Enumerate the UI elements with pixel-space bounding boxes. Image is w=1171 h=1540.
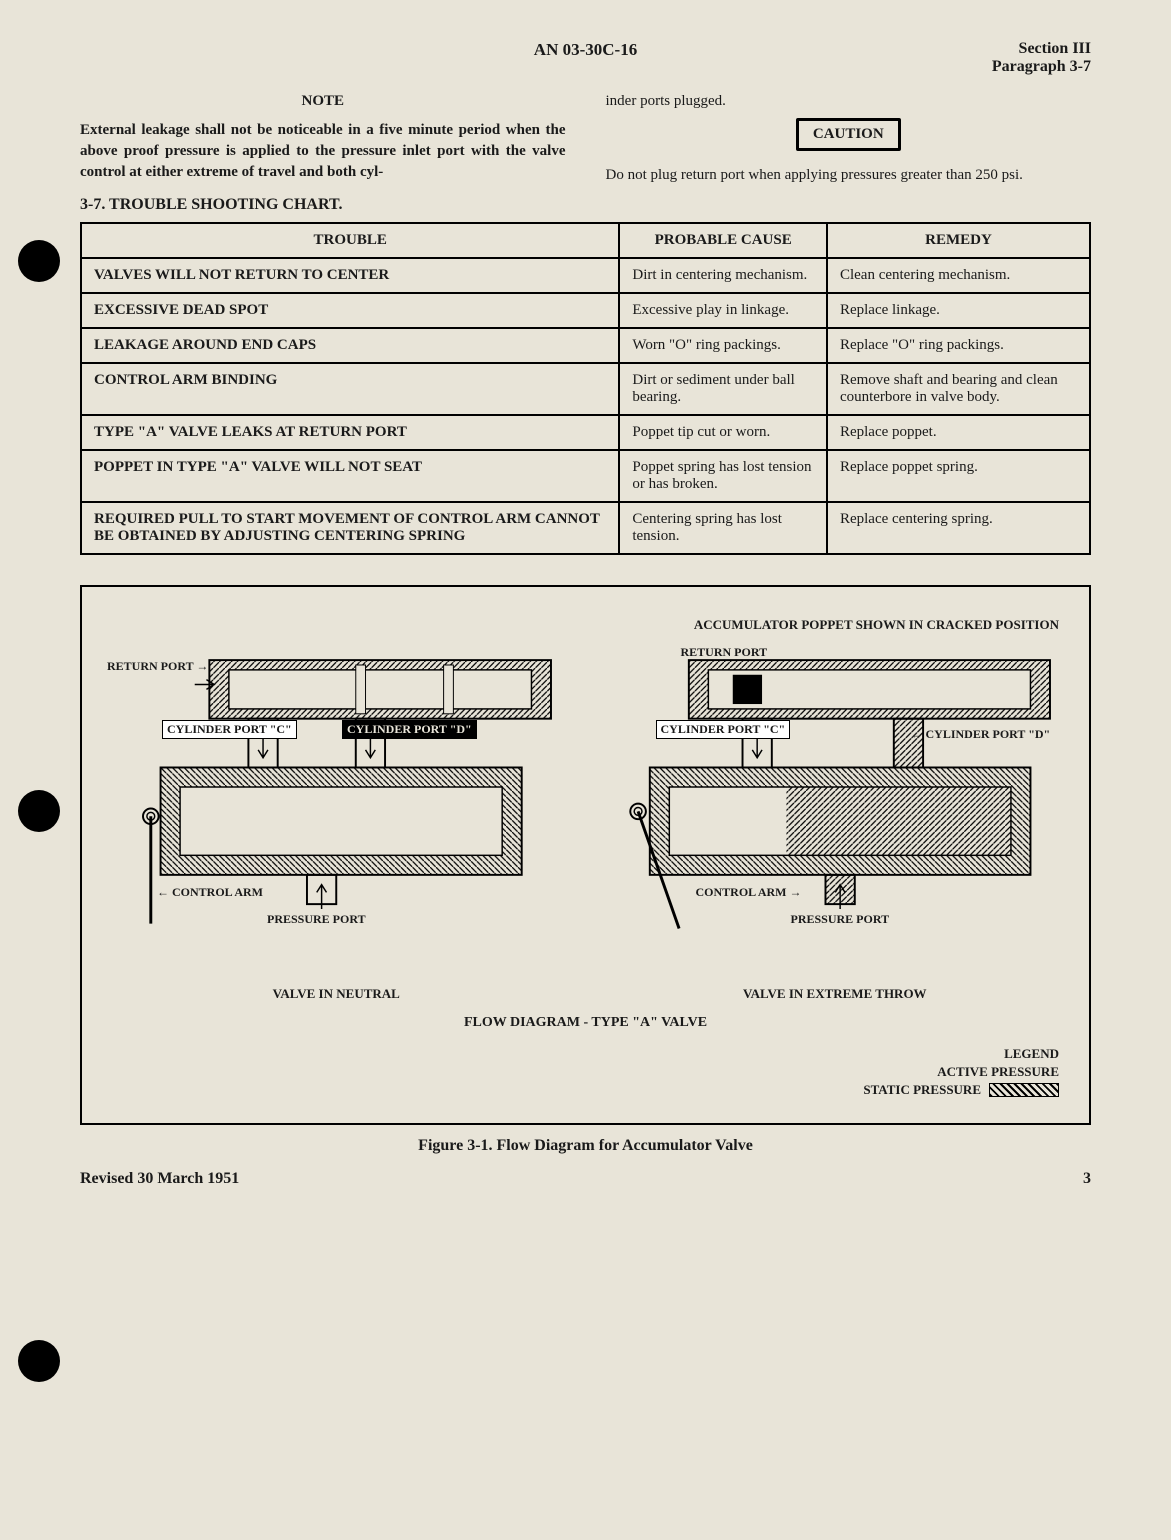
- table-row: VALVES WILL NOT RETURN TO CENTERDirt in …: [81, 258, 1090, 293]
- label-return-port: RETURN PORT →: [107, 659, 208, 674]
- caution-box: CAUTION: [796, 118, 901, 151]
- page-header: AN 03-30C-16 Section III Paragraph 3-7: [80, 40, 1091, 76]
- caption-neutral: VALVE IN NEUTRAL: [102, 986, 571, 1002]
- cell-trouble: LEAKAGE AROUND END CAPS: [81, 328, 619, 363]
- note-heading: NOTE: [80, 91, 566, 112]
- table-row: EXCESSIVE DEAD SPOTExcessive play in lin…: [81, 293, 1090, 328]
- cell-remedy: Replace poppet spring.: [827, 450, 1090, 502]
- label-cyl-d: CYLINDER PORT "D": [342, 720, 477, 739]
- table-row: REQUIRED PULL TO START MOVEMENT OF CONTR…: [81, 502, 1090, 554]
- label-cyl-d-r: ← CYLINDER PORT "D": [911, 727, 1051, 742]
- cell-cause: Centering spring has lost tension.: [619, 502, 827, 554]
- page-footer: Revised 30 March 1951 3: [80, 1170, 1091, 1188]
- legend-active: ACTIVE PRESSURE: [937, 1064, 1059, 1080]
- note-body: External leakage shall not be noticeable…: [80, 120, 566, 183]
- page-number: 3: [1083, 1170, 1091, 1188]
- section-label: Section III: [754, 40, 1091, 58]
- cell-trouble: VALVES WILL NOT RETURN TO CENTER: [81, 258, 619, 293]
- table-row: LEAKAGE AROUND END CAPSWorn "O" ring pac…: [81, 328, 1090, 363]
- legend-title: LEGEND: [863, 1046, 1059, 1062]
- cell-trouble: TYPE "A" VALVE LEAKS AT RETURN PORT: [81, 415, 619, 450]
- label-return-port-r: RETURN PORT: [681, 645, 768, 660]
- table-row: TYPE "A" VALVE LEAKS AT RETURN PORTPoppe…: [81, 415, 1090, 450]
- legend: LEGEND ACTIVE PRESSURE STATIC PRESSURE: [863, 1046, 1059, 1098]
- label-cyl-c: CYLINDER PORT "C": [162, 720, 297, 739]
- cell-remedy: Remove shaft and bearing and clean count…: [827, 363, 1090, 415]
- diagram-extreme: RETURN PORT CYLINDER PORT "C" ← CYLINDER…: [601, 617, 1070, 997]
- label-pressure-port: PRESSURE PORT: [267, 912, 366, 927]
- revised-date: Revised 30 March 1951: [80, 1170, 239, 1188]
- right-column: inder ports plugged. CAUTION Do not plug…: [606, 91, 1092, 186]
- body-columns: NOTE External leakage shall not be notic…: [80, 91, 1091, 186]
- cell-remedy: Replace linkage.: [827, 293, 1090, 328]
- cell-cause: Poppet spring has lost tension or has br…: [619, 450, 827, 502]
- cell-remedy: Replace "O" ring packings.: [827, 328, 1090, 363]
- cell-trouble: POPPET IN TYPE "A" VALVE WILL NOT SEAT: [81, 450, 619, 502]
- continuation-text: inder ports plugged.: [606, 91, 1092, 112]
- hatch-swatch-icon: [989, 1083, 1059, 1097]
- left-column: NOTE External leakage shall not be notic…: [80, 91, 566, 186]
- document-page: AN 03-30C-16 Section III Paragraph 3-7 N…: [50, 20, 1121, 1520]
- th-cause: PROBABLE CAUSE: [619, 223, 827, 258]
- flow-diagram-title: FLOW DIAGRAM - TYPE "A" VALVE: [102, 1015, 1069, 1031]
- th-trouble: TROUBLE: [81, 223, 619, 258]
- document-number: AN 03-30C-16: [417, 40, 754, 60]
- cell-cause: Excessive play in linkage.: [619, 293, 827, 328]
- cell-cause: Dirt in centering mechanism.: [619, 258, 827, 293]
- troubleshooting-table: TROUBLE PROBABLE CAUSE REMEDY VALVES WIL…: [80, 222, 1091, 555]
- cell-remedy: Replace centering spring.: [827, 502, 1090, 554]
- cell-trouble: REQUIRED PULL TO START MOVEMENT OF CONTR…: [81, 502, 619, 554]
- th-remedy: REMEDY: [827, 223, 1090, 258]
- cell-trouble: CONTROL ARM BINDING: [81, 363, 619, 415]
- valve-extreme-svg: [601, 617, 1070, 957]
- figure-caption: Figure 3-1. Flow Diagram for Accumulator…: [80, 1137, 1091, 1155]
- legend-static: STATIC PRESSURE: [863, 1082, 981, 1098]
- cell-cause: Dirt or sediment under ball bearing.: [619, 363, 827, 415]
- cell-cause: Poppet tip cut or worn.: [619, 415, 827, 450]
- cell-remedy: Replace poppet.: [827, 415, 1090, 450]
- paragraph-label: Paragraph 3-7: [754, 58, 1091, 76]
- caution-body: Do not plug return port when applying pr…: [606, 165, 1092, 186]
- table-row: CONTROL ARM BINDINGDirt or sediment unde…: [81, 363, 1090, 415]
- caption-extreme: VALVE IN EXTREME THROW: [601, 986, 1070, 1002]
- figure-box: ACCUMULATOR POPPET SHOWN IN CRACKED POSI…: [80, 585, 1091, 1125]
- label-pressure-port-r: PRESSURE PORT: [791, 912, 890, 927]
- cell-remedy: Clean centering mechanism.: [827, 258, 1090, 293]
- cell-trouble: EXCESSIVE DEAD SPOT: [81, 293, 619, 328]
- label-cyl-c-r: CYLINDER PORT "C": [656, 720, 791, 739]
- label-control-arm: ← CONTROL ARM: [157, 885, 263, 900]
- table-row: POPPET IN TYPE "A" VALVE WILL NOT SEATPo…: [81, 450, 1090, 502]
- chart-title: 3-7. TROUBLE SHOOTING CHART.: [80, 196, 1091, 214]
- diagram-neutral: RETURN PORT → CYLINDER PORT "C" CYLINDER…: [102, 617, 571, 997]
- cell-cause: Worn "O" ring packings.: [619, 328, 827, 363]
- label-control-arm-r: CONTROL ARM →: [696, 885, 802, 900]
